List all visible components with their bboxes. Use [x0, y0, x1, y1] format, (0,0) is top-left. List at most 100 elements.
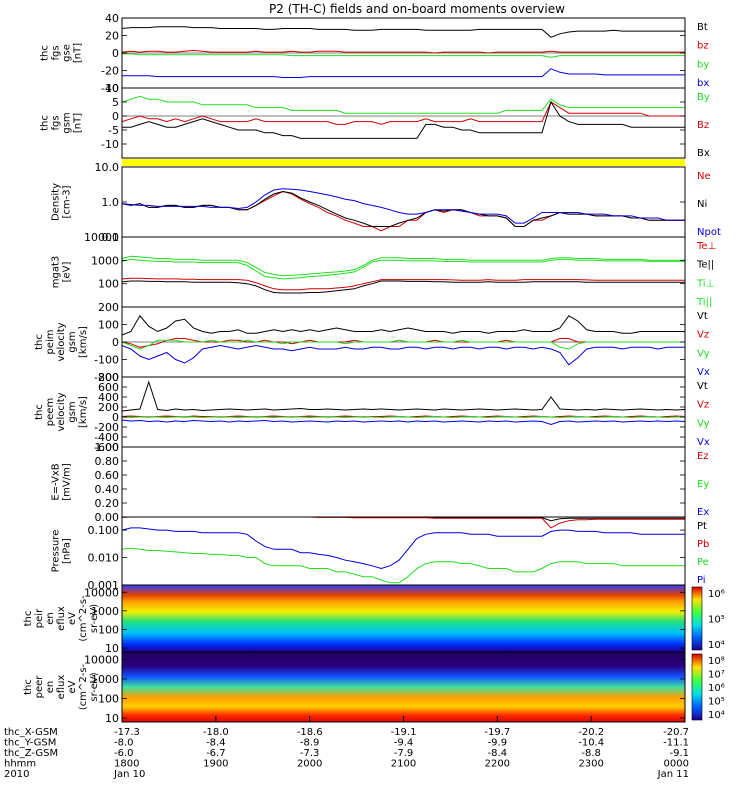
spectrogram-peer — [122, 652, 685, 722]
colorbar-tick-label: 10⁶ — [708, 683, 725, 694]
legend-label: Ni — [697, 199, 707, 210]
legend-label: Pi — [697, 575, 706, 586]
series-line-Te⊥ — [121, 277, 685, 291]
y-tick-label: 10000 — [84, 653, 119, 666]
legend-label: Te⊥ — [696, 241, 716, 252]
legend-label: Ne — [697, 171, 711, 182]
legend-label: Ti|| — [696, 297, 712, 308]
series-line-Ti|| — [121, 258, 685, 280]
panel-frame — [121, 87, 686, 159]
x-tick-label: -8.4 — [206, 738, 226, 749]
panel-velocity_peim: Vt Vz Vy Vx 200 100 0 -100 -200 thc peim velocity gs… — [34, 301, 710, 384]
x-tick-label: -8.9 — [300, 738, 320, 749]
y-axis-label: peem — [45, 398, 56, 426]
y-axis-label: thc — [40, 45, 51, 61]
series-line-Npot — [121, 188, 685, 224]
x-tick-label: -7.3 — [300, 748, 320, 759]
x-tick-label: -20.7 — [663, 727, 689, 738]
y-tick-label: 5 — [112, 96, 119, 109]
y-axis-label: sr-eV) — [89, 604, 100, 633]
y-axis-label: gsm — [67, 331, 78, 352]
y-tick-label: 0.100 — [88, 524, 120, 537]
x-axis-row-label: hhmm — [4, 759, 36, 770]
y-tick-label: 1000 — [91, 673, 119, 686]
legend-label: Npot — [697, 227, 721, 238]
colorbar-peir — [691, 586, 703, 651]
y-axis-label: thc — [40, 115, 51, 131]
x-tick-label: -8.0 — [114, 738, 134, 749]
x-axis-row-label: thc_Z-GSM — [4, 748, 58, 759]
series-line-Vx — [121, 344, 685, 366]
x-tick-label: -7.9 — [394, 748, 414, 759]
y-tick-label: 200 — [98, 301, 119, 314]
figure-title: P2 (TH-C) fields and on-board moments ov… — [269, 2, 565, 16]
x-tick-label: 2000 — [297, 759, 322, 770]
x-tick-label: Jan 11 — [657, 769, 689, 780]
y-tick-label: 1.00 — [95, 441, 120, 454]
series-line-Ti⊥ — [121, 255, 685, 277]
y-axis-label: peir — [34, 608, 45, 628]
x-tick-label: -9.1 — [669, 748, 689, 759]
x-tick-label: -19.7 — [484, 727, 510, 738]
y-axis-label: [mV/m] — [62, 463, 73, 501]
y-axis-label: thc — [23, 679, 34, 695]
y-axis-label: fgs — [51, 115, 62, 130]
legend-label: Bx — [697, 148, 710, 159]
y-axis-label: gsm — [67, 401, 78, 422]
x-tick-label: 2100 — [391, 759, 416, 770]
legend-label: Ti⊥ — [696, 278, 714, 289]
colorbar-tick-label: 10⁶ — [708, 589, 725, 600]
y-axis-label: [cm-3] — [62, 185, 73, 218]
plot-area-velocity_peem — [122, 377, 685, 447]
y-axis-label: velocity — [56, 322, 67, 361]
y-tick-label: 800 — [98, 371, 119, 384]
x-tick-label: -19.1 — [391, 727, 417, 738]
x-tick-label: -17.3 — [114, 727, 140, 738]
x-tick-label: 2300 — [578, 759, 603, 770]
series-line-Vx — [121, 419, 686, 426]
legend-label: Vx — [697, 437, 710, 448]
x-tick-label: -20.2 — [578, 727, 604, 738]
legend-label: Vt — [697, 311, 708, 322]
legend-label: bx — [697, 78, 709, 89]
colorbar-peer — [691, 653, 703, 721]
y-tick-label: 10000 — [84, 231, 119, 244]
y-axis-label: mgat3 — [51, 256, 62, 289]
y-axis-label: peim — [45, 329, 56, 354]
y-axis-label: [nT] — [73, 113, 84, 133]
legend-label: Te|| — [696, 260, 714, 271]
legend-label: Ez — [697, 451, 709, 462]
x-tick-label: -10.4 — [578, 738, 604, 749]
legend-label: By — [697, 92, 710, 103]
x-tick-label: -11.1 — [663, 738, 689, 749]
series-line-Bt — [121, 26, 685, 38]
x-tick-label: -6.0 — [114, 748, 134, 759]
x-tick-label: -8.4 — [488, 748, 508, 759]
plot-area-density — [122, 167, 685, 237]
y-tick-label: -40 — [101, 82, 119, 95]
y-tick-label: 0.001 — [88, 579, 120, 592]
series-line-bx — [122, 68, 685, 78]
panel-peir: 10⁶ 10⁵ 10⁴ 10000 1000 100 10 thc peir en eflux eV(… — [23, 584, 725, 655]
series-line-bz — [121, 49, 685, 54]
y-tick-label: 10 — [105, 642, 119, 655]
y-axis-label: eV — [67, 680, 78, 693]
legend-label: bz — [697, 41, 709, 52]
y-tick-label: 0.40 — [95, 483, 120, 496]
legend-label: Pb — [697, 539, 709, 550]
panel-density: Ne Ni Npot 10.0 1.0 0.1 Density [cm-3] — [51, 161, 721, 244]
y-tick-label: 0 — [112, 411, 119, 424]
separator-bar — [122, 159, 685, 166]
y-tick-label: -400 — [94, 431, 119, 444]
x-axis-row-label: thc_X-GSM — [4, 727, 58, 738]
series-line-Vy — [121, 339, 685, 350]
x-tick-label: -6.7 — [206, 748, 226, 759]
y-tick-label: 0.010 — [88, 552, 120, 565]
x-tick-label: -18.0 — [203, 727, 229, 738]
y-axis-label: gsm — [62, 112, 73, 133]
y-tick-label: -100 — [94, 354, 119, 367]
series-line-Vt — [121, 314, 685, 336]
y-axis-label: eflux — [56, 606, 67, 631]
colorbar-tick-label: 10⁴ — [708, 710, 725, 721]
